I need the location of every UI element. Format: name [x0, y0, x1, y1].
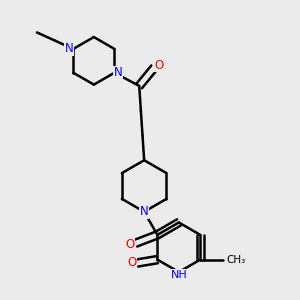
- Text: N: N: [114, 66, 123, 79]
- Text: O: O: [127, 256, 136, 269]
- Text: O: O: [125, 238, 135, 251]
- Text: O: O: [155, 58, 164, 72]
- Text: CH₃: CH₃: [226, 255, 245, 265]
- Text: N: N: [65, 42, 74, 56]
- Text: N: N: [140, 205, 148, 218]
- Text: NH: NH: [170, 270, 187, 280]
